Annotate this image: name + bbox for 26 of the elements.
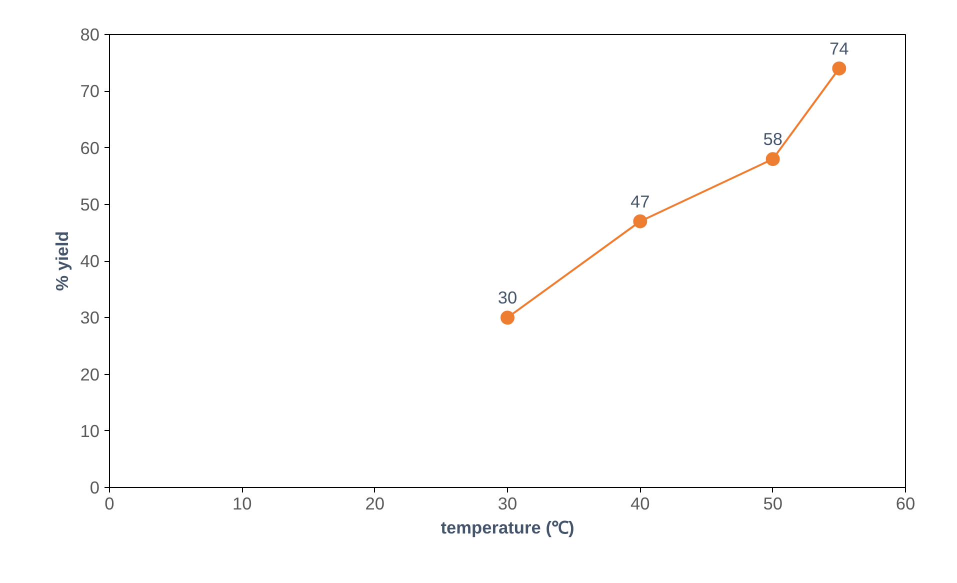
x-tick-label: 40 xyxy=(630,494,650,514)
data-label: 58 xyxy=(763,129,782,150)
x-tick-label: 60 xyxy=(896,494,916,514)
point xyxy=(500,310,514,325)
y-tick-label: 70 xyxy=(80,81,100,102)
point xyxy=(633,214,648,228)
y-tick-label: 30 xyxy=(80,308,100,328)
x-tick-label: 50 xyxy=(763,494,782,514)
y-tick-label: 0 xyxy=(90,478,100,498)
y-tick-label: 60 xyxy=(80,138,100,158)
y-tick-label: 40 xyxy=(80,251,100,271)
y-tick-label: 80 xyxy=(80,24,100,44)
x-tick-label: 20 xyxy=(365,494,384,514)
data-label: 30 xyxy=(498,288,518,308)
y-axis-title: % yield xyxy=(52,231,72,291)
x-tick-label: 30 xyxy=(498,494,518,514)
point xyxy=(766,152,780,166)
x-tick-label: 0 xyxy=(104,494,114,514)
point xyxy=(832,61,846,76)
x-axis-title: temperature (℃) xyxy=(440,518,574,538)
x-tick-label: 10 xyxy=(232,494,252,514)
y-tick-label: 20 xyxy=(80,364,100,384)
data-label: 47 xyxy=(630,191,650,212)
data-label: 74 xyxy=(830,38,850,58)
y-tick-label: 50 xyxy=(80,194,100,214)
y-tick-label: 10 xyxy=(80,420,100,441)
